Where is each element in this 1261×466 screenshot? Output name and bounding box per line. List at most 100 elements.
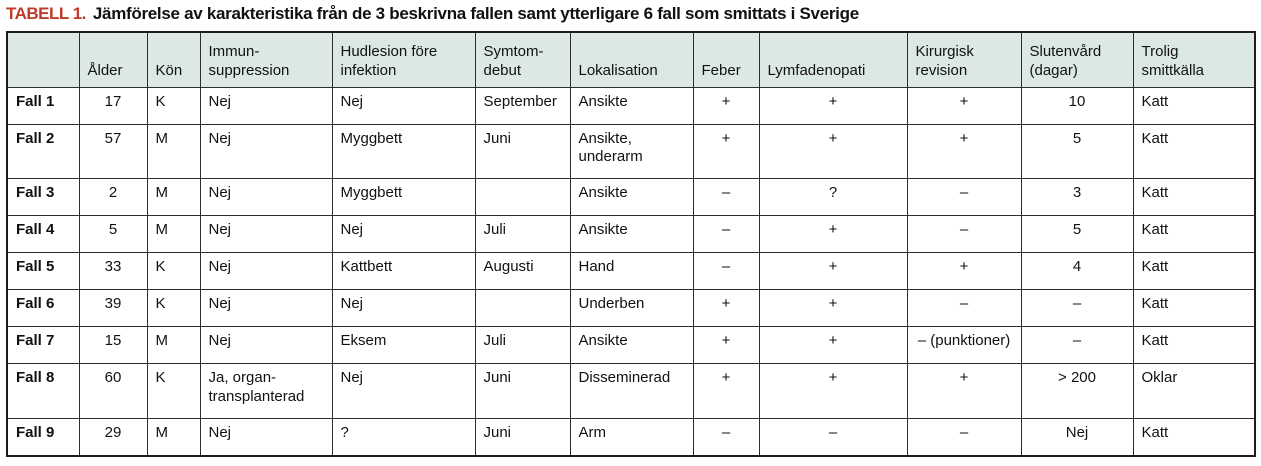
cell-slutenvard: Nej (1020, 418, 1134, 457)
cell-feber: + (692, 363, 760, 420)
header-row: Ålder Kön Immun- suppression Hudlesion f… (6, 31, 1256, 88)
cell-kirurgisk: – (906, 178, 1022, 217)
cell-lokalisation: Ansikte (569, 215, 694, 254)
header-cell-symtomdebut: Symtom- debut (474, 31, 571, 88)
header-cell-smittkalla: Trolig smittkälla (1132, 31, 1256, 88)
cell-smittkalla: Katt (1132, 178, 1256, 217)
cell-lokalisation: Ansikte (569, 326, 694, 365)
table-row: Fall 3 2 M Nej Myggbett Ansikte –? –3 Katt (6, 178, 1256, 217)
cell-kirurgisk: – (906, 215, 1022, 254)
cell-alder: 33 (78, 252, 148, 291)
cell-feber: – (692, 215, 760, 254)
cell-kirurgisk: – (906, 418, 1022, 457)
cell-lymfadenopati: ? (758, 178, 908, 217)
cell-kirurgisk: + (906, 123, 1022, 180)
cell-hudlesion: Nej (331, 215, 476, 254)
cell-smittkalla: Katt (1132, 86, 1256, 125)
cell-hudlesion: Myggbett (331, 123, 476, 180)
cell-symtomdebut: Juni (474, 123, 571, 180)
case-label: Fall 2 (6, 123, 80, 180)
cell-alder: 57 (78, 123, 148, 180)
cell-kon: K (146, 289, 201, 328)
cell-feber: – (692, 252, 760, 291)
cell-smittkalla: Katt (1132, 289, 1256, 328)
case-label: Fall 9 (6, 418, 80, 457)
cell-kon: M (146, 326, 201, 365)
cell-lymfadenopati: + (758, 123, 908, 180)
cell-alder: 29 (78, 418, 148, 457)
cell-lymfadenopati: + (758, 326, 908, 365)
case-label: Fall 4 (6, 215, 80, 254)
header-cell-lymfadenopati: Lymfadenopati (758, 31, 908, 88)
cell-smittkalla: Katt (1132, 418, 1256, 457)
cell-hudlesion: ? (331, 418, 476, 457)
header-cell-feber: Feber (692, 31, 760, 88)
cell-hudlesion: Kattbett (331, 252, 476, 291)
cell-alder: 39 (78, 289, 148, 328)
table-title: TABELL 1. Jämförelse av karakteristika fr… (6, 4, 1261, 24)
cell-feber: + (692, 123, 760, 180)
table-number-tag: TABELL 1. (6, 4, 86, 23)
cell-symtomdebut (474, 289, 571, 328)
cell-feber: + (692, 289, 760, 328)
cell-lokalisation: Ansikte (569, 178, 694, 217)
table-row: Fall 6 39 K Nej Nej Underben + + – – Katt (6, 289, 1256, 328)
cell-lokalisation: Arm (569, 418, 694, 457)
header-cell-case (6, 31, 80, 88)
header-cell-immunsuppression: Immun- suppression (199, 31, 333, 88)
case-label: Fall 1 (6, 86, 80, 125)
cell-immunsuppression: Nej (199, 178, 333, 217)
cell-slutenvard: 3 (1020, 178, 1134, 217)
header-cell-lokalisation: Lokalisation (569, 31, 694, 88)
cell-kirurgisk: – (punktioner) (906, 326, 1022, 365)
cell-smittkalla: Katt (1132, 215, 1256, 254)
cell-lokalisation: Ansikte, underarm (569, 123, 694, 180)
cell-lymfadenopati: + (758, 252, 908, 291)
cell-lokalisation: Underben (569, 289, 694, 328)
cell-immunsuppression: Nej (199, 326, 333, 365)
table-row: Fall 5 33 K Nej Kattbett Augusti Hand – + +4 Katt (6, 252, 1256, 291)
cell-lokalisation: Disseminerad (569, 363, 694, 420)
table-row: Fall 1 17 K Nej Nej September Ansikte + + +10 Katt (6, 86, 1256, 125)
cell-feber: + (692, 86, 760, 125)
cell-lymfadenopati: – (758, 418, 908, 457)
cell-kirurgisk: + (906, 363, 1022, 420)
cell-hudlesion: Eksem (331, 326, 476, 365)
cell-kon: M (146, 215, 201, 254)
cell-smittkalla: Oklar (1132, 363, 1256, 420)
cell-smittkalla: Katt (1132, 326, 1256, 365)
case-label: Fall 3 (6, 178, 80, 217)
cell-symtomdebut: September (474, 86, 571, 125)
cell-alder: 2 (78, 178, 148, 217)
cell-feber: – (692, 178, 760, 217)
cell-hudlesion: Myggbett (331, 178, 476, 217)
cell-slutenvard: > 200 (1020, 363, 1134, 420)
cell-kirurgisk: + (906, 86, 1022, 125)
case-label: Fall 5 (6, 252, 80, 291)
cell-symtomdebut: Juni (474, 418, 571, 457)
case-label: Fall 6 (6, 289, 80, 328)
cell-slutenvard: 5 (1020, 215, 1134, 254)
cell-alder: 5 (78, 215, 148, 254)
header-cell-slutenvard: Slutenvård (dagar) (1020, 31, 1134, 88)
case-label: Fall 8 (6, 363, 80, 420)
table-row: Fall 9 29 M Nej? Juni Arm – – – Nej Katt (6, 418, 1256, 457)
cell-kon: M (146, 178, 201, 217)
cell-kon: K (146, 252, 201, 291)
cell-symtomdebut: Augusti (474, 252, 571, 291)
cell-immunsuppression: Nej (199, 418, 333, 457)
table-row: Fall 2 57 M Nej Myggbett Juni Ansikte, underar… (6, 123, 1256, 180)
cell-alder: 60 (78, 363, 148, 420)
cell-slutenvard: – (1020, 326, 1134, 365)
cell-slutenvard: – (1020, 289, 1134, 328)
table-title-text: Jämförelse av karakteristika från de 3 b… (92, 4, 859, 23)
cell-slutenvard: 10 (1020, 86, 1134, 125)
cell-immunsuppression: Nej (199, 86, 333, 125)
cell-immunsuppression: Nej (199, 123, 333, 180)
cell-immunsuppression: Nej (199, 252, 333, 291)
cell-lymfadenopati: + (758, 86, 908, 125)
cell-kon: K (146, 86, 201, 125)
cell-symtomdebut (474, 178, 571, 217)
cell-immunsuppression: Ja, organ- transplanterad (199, 363, 333, 420)
cell-alder: 15 (78, 326, 148, 365)
